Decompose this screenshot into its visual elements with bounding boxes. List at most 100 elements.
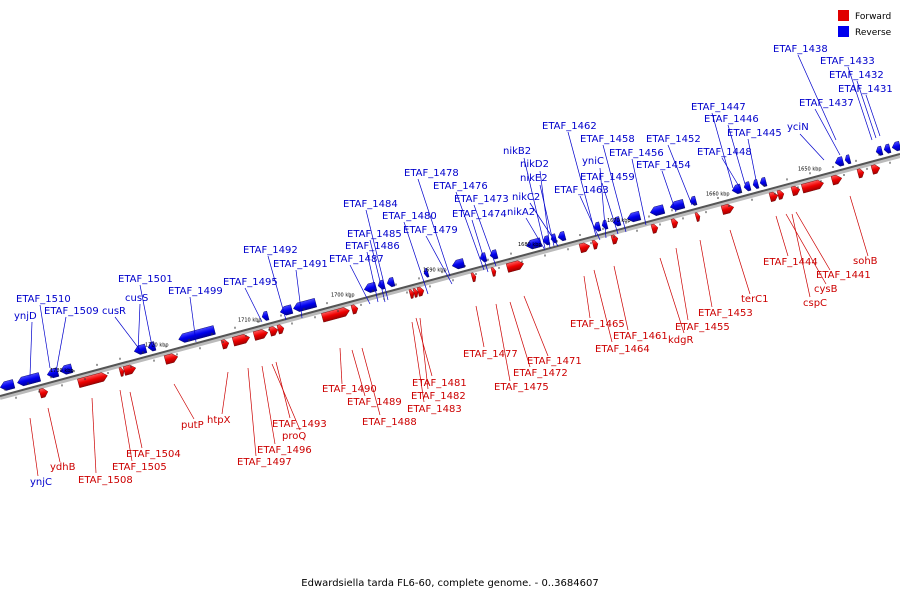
reverse-gene-arrow[interactable] bbox=[16, 372, 42, 388]
gene-label[interactable]: ETAF_1455 bbox=[675, 322, 730, 333]
gene-label[interactable]: cysB bbox=[814, 284, 838, 295]
forward-gene-arrow[interactable] bbox=[118, 367, 125, 377]
forward-gene-arrow[interactable] bbox=[776, 189, 785, 200]
gene-label[interactable]: ETAF_1509 bbox=[44, 306, 99, 317]
reverse-gene-arrow[interactable] bbox=[759, 176, 768, 187]
gene-label[interactable]: ETAF_1447 bbox=[691, 102, 746, 113]
reverse-gene-arrow[interactable] bbox=[731, 183, 743, 195]
gene-label[interactable]: ETAF_1486 bbox=[345, 241, 400, 252]
reverse-gene-arrow[interactable] bbox=[479, 252, 488, 263]
gene-label[interactable]: ETAF_1459 bbox=[580, 172, 635, 183]
forward-gene-arrow[interactable] bbox=[231, 333, 251, 347]
gene-label[interactable]: ETAF_1495 bbox=[223, 277, 278, 288]
gene-label[interactable]: ETAF_1473 bbox=[454, 194, 509, 205]
gene-label[interactable]: ETAF_1496 bbox=[257, 445, 312, 456]
reverse-gene-arrow[interactable] bbox=[844, 154, 852, 165]
gene-label[interactable]: ETAF_1475 bbox=[494, 382, 549, 393]
gene-label[interactable]: ETAF_1488 bbox=[362, 417, 417, 428]
gene-label[interactable]: ETAF_1448 bbox=[697, 147, 752, 158]
reverse-gene-arrow[interactable] bbox=[593, 221, 602, 232]
gene-label[interactable]: nikA2 bbox=[507, 207, 535, 218]
gene-label[interactable]: ETAF_1508 bbox=[78, 475, 133, 486]
gene-label[interactable]: ETAF_1465 bbox=[570, 319, 625, 330]
gene-label[interactable]: ETAF_1474 bbox=[452, 209, 507, 220]
gene-label[interactable]: ETAF_1485 bbox=[347, 229, 402, 240]
gene-label[interactable]: ETAF_1482 bbox=[411, 391, 466, 402]
reverse-gene-arrow[interactable] bbox=[451, 258, 466, 270]
forward-gene-arrow[interactable] bbox=[591, 239, 599, 250]
gene-label[interactable]: ETAF_1461 bbox=[613, 331, 668, 342]
forward-gene-arrow[interactable] bbox=[720, 203, 735, 215]
gene-label[interactable]: ETAF_1492 bbox=[243, 245, 298, 256]
gene-label[interactable]: ETAF_1484 bbox=[343, 199, 398, 210]
forward-gene-arrow[interactable] bbox=[77, 371, 108, 388]
gene-label[interactable]: kdgR bbox=[668, 335, 693, 346]
gene-label[interactable]: ynjD bbox=[14, 311, 37, 322]
gene-label[interactable]: ydhB bbox=[50, 462, 76, 473]
gene-label[interactable]: ETAF_1433 bbox=[820, 56, 875, 67]
forward-gene-arrow[interactable] bbox=[408, 289, 415, 299]
gene-label[interactable]: ETAF_1432 bbox=[829, 70, 884, 81]
gene-label[interactable]: ETAF_1491 bbox=[273, 259, 328, 270]
forward-gene-arrow[interactable] bbox=[856, 168, 865, 179]
reverse-gene-arrow[interactable] bbox=[279, 304, 294, 317]
forward-gene-arrow[interactable] bbox=[650, 223, 659, 234]
gene-label[interactable]: ETAF_1431 bbox=[838, 84, 893, 95]
reverse-gene-arrow[interactable] bbox=[177, 325, 216, 344]
gene-label[interactable]: proQ bbox=[282, 431, 306, 442]
reverse-gene-arrow[interactable] bbox=[59, 363, 74, 376]
reverse-gene-arrow[interactable] bbox=[0, 379, 16, 391]
gene-label[interactable]: ETAF_1489 bbox=[347, 397, 402, 408]
reverse-gene-arrow[interactable] bbox=[489, 249, 499, 261]
gene-label[interactable]: ETAF_1452 bbox=[646, 134, 701, 145]
gene-label[interactable]: ETAF_1437 bbox=[799, 98, 854, 109]
reverse-gene-arrow[interactable] bbox=[557, 231, 567, 242]
gene-label[interactable]: ETAF_1458 bbox=[580, 134, 635, 145]
gene-label[interactable]: ETAF_1510 bbox=[16, 294, 71, 305]
gene-label[interactable]: ETAF_1446 bbox=[704, 114, 759, 125]
gene-label[interactable]: terC1 bbox=[741, 294, 769, 305]
gene-label[interactable]: ETAF_1478 bbox=[404, 168, 459, 179]
forward-gene-arrow[interactable] bbox=[470, 272, 477, 283]
reverse-gene-arrow[interactable] bbox=[752, 179, 760, 189]
forward-gene-arrow[interactable] bbox=[252, 328, 269, 341]
gene-label[interactable]: ETAF_1479 bbox=[403, 225, 458, 236]
forward-gene-arrow[interactable] bbox=[870, 164, 881, 175]
gene-label[interactable]: htpX bbox=[207, 415, 231, 426]
gene-label[interactable]: ETAF_1472 bbox=[513, 368, 568, 379]
reverse-gene-arrow[interactable] bbox=[147, 341, 157, 353]
gene-label[interactable]: ETAF_1445 bbox=[727, 128, 782, 139]
gene-label[interactable]: ynjC bbox=[30, 477, 52, 488]
gene-label[interactable]: cusR bbox=[102, 306, 126, 317]
gene-label[interactable]: ETAF_1490 bbox=[322, 384, 377, 395]
forward-gene-arrow[interactable] bbox=[276, 324, 285, 335]
forward-gene-arrow[interactable] bbox=[416, 286, 425, 297]
reverse-gene-arrow[interactable] bbox=[525, 237, 543, 251]
gene-label[interactable]: ETAF_1444 bbox=[763, 257, 818, 268]
gene-label[interactable]: yniC bbox=[582, 156, 604, 167]
forward-gene-arrow[interactable] bbox=[490, 267, 497, 277]
reverse-gene-arrow[interactable] bbox=[669, 199, 686, 211]
reverse-gene-arrow[interactable] bbox=[423, 267, 430, 278]
gene-label[interactable]: ETAF_1476 bbox=[433, 181, 488, 192]
reverse-gene-arrow[interactable] bbox=[363, 281, 378, 294]
gene-label[interactable]: ETAF_1441 bbox=[816, 270, 871, 281]
gene-label[interactable]: cusS bbox=[125, 293, 148, 304]
gene-label[interactable]: ETAF_1477 bbox=[463, 349, 518, 360]
gene-label[interactable]: ETAF_1487 bbox=[329, 254, 384, 265]
forward-gene-arrow[interactable] bbox=[830, 174, 843, 186]
forward-gene-arrow[interactable] bbox=[670, 218, 679, 229]
gene-label[interactable]: ETAF_1463 bbox=[554, 185, 609, 196]
reverse-gene-arrow[interactable] bbox=[891, 140, 900, 152]
gene-label[interactable]: ETAF_1499 bbox=[168, 286, 223, 297]
forward-gene-arrow[interactable] bbox=[768, 191, 779, 203]
gene-label[interactable]: sohB bbox=[853, 256, 878, 267]
gene-label[interactable]: cspC bbox=[803, 298, 827, 309]
forward-gene-arrow[interactable] bbox=[350, 304, 359, 315]
forward-gene-arrow[interactable] bbox=[38, 387, 49, 399]
gene-label[interactable]: yciN bbox=[787, 122, 809, 133]
forward-gene-arrow[interactable] bbox=[505, 259, 525, 273]
gene-label[interactable]: ETAF_1497 bbox=[237, 457, 292, 468]
gene-label[interactable]: ETAF_1462 bbox=[542, 121, 597, 132]
gene-label[interactable]: ETAF_1481 bbox=[412, 378, 467, 389]
